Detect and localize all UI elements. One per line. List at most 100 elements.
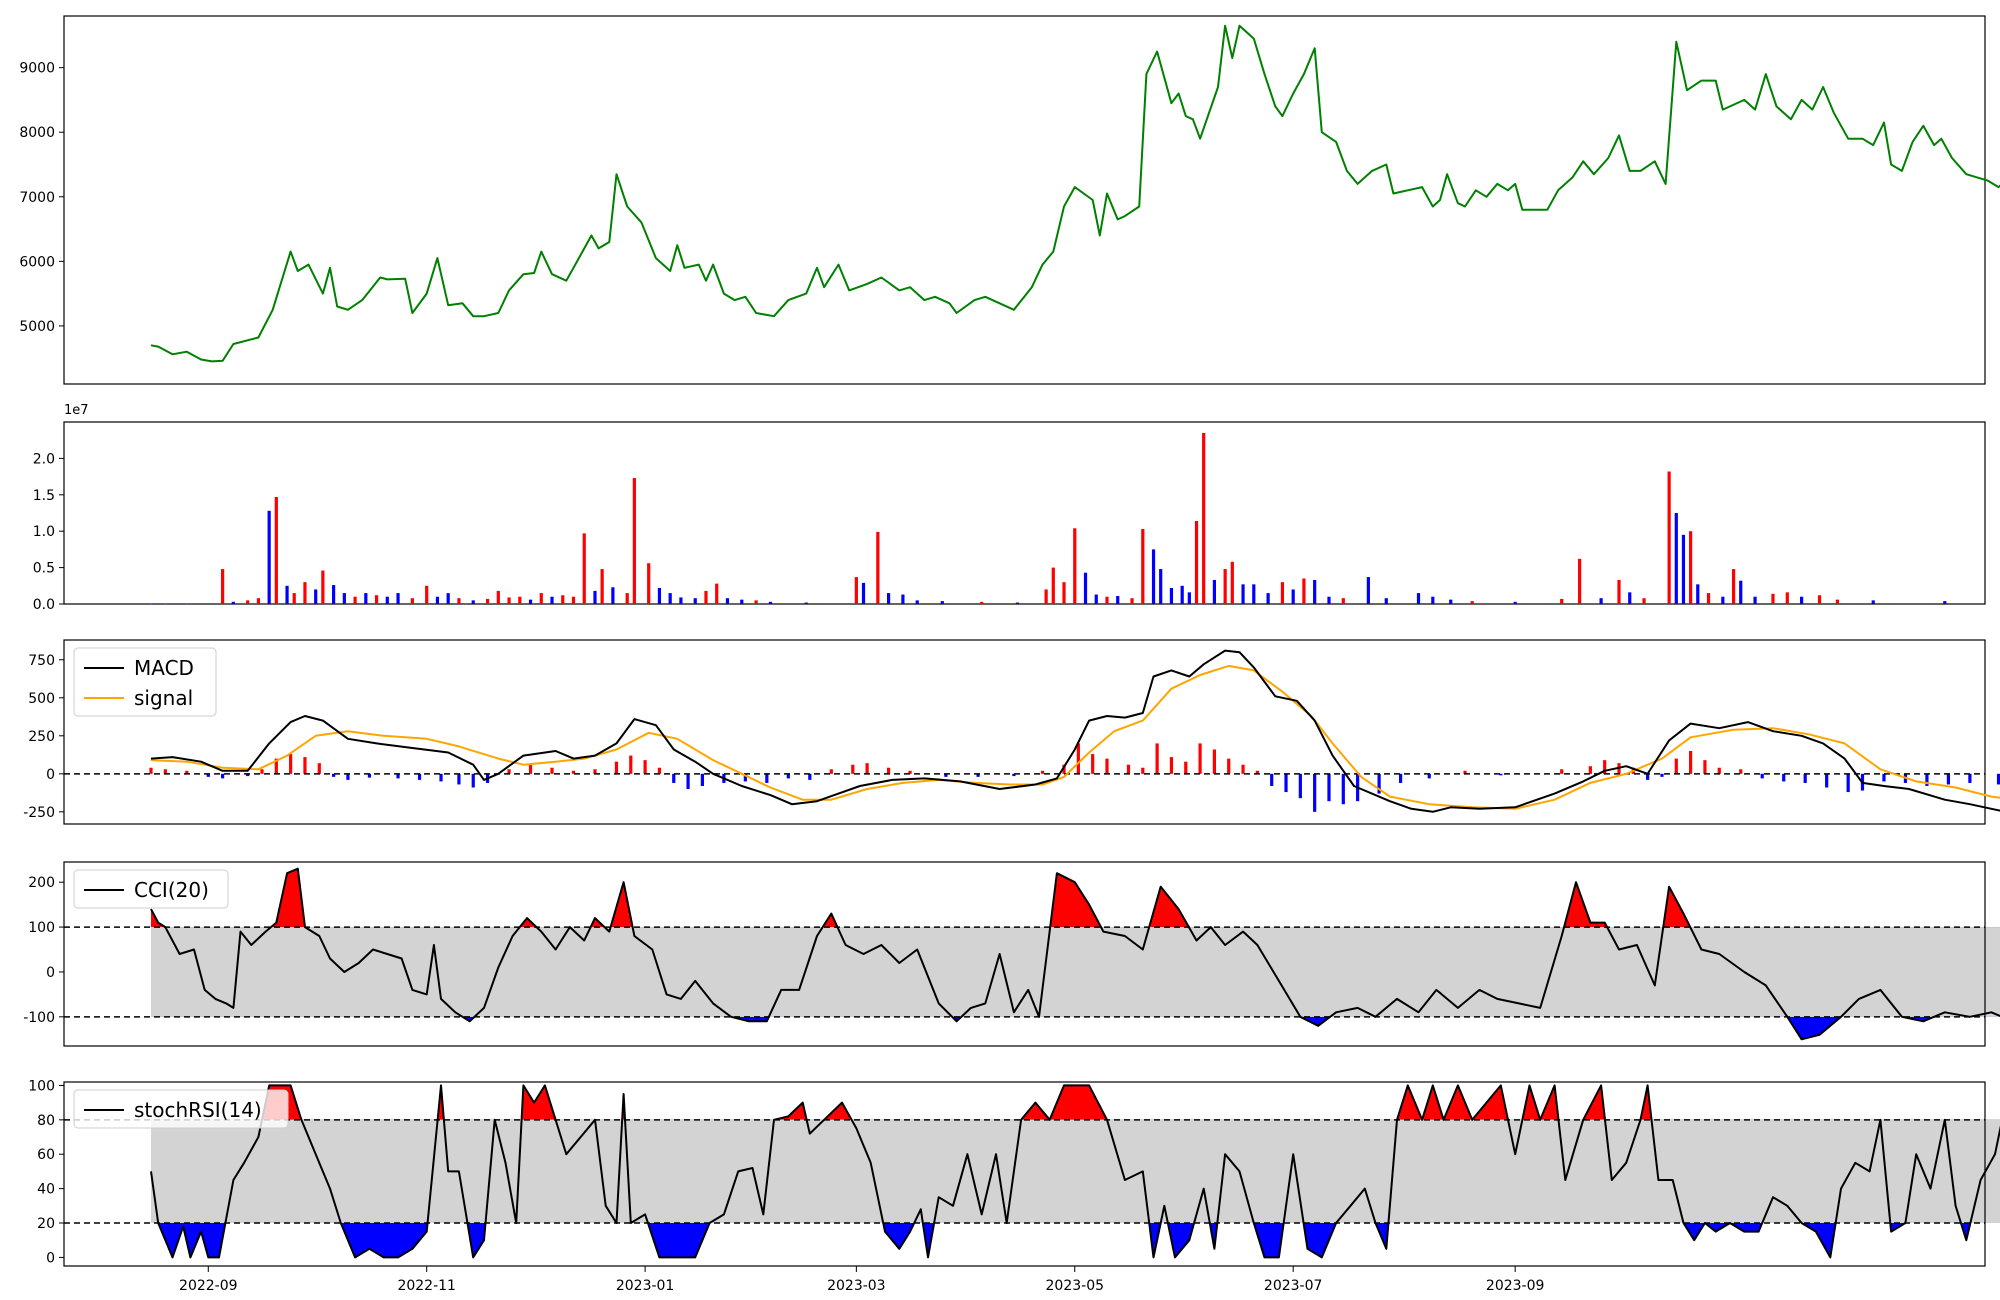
x-tick-label: 2023-05: [1046, 1278, 1105, 1294]
macd-histogram-bar: [1076, 743, 1080, 774]
panel-2-frame: [63, 639, 1986, 825]
volume-bar: [715, 583, 719, 604]
volume-bar: [457, 598, 461, 604]
macd-histogram-bar: [1925, 773, 1929, 786]
volume-bar: [410, 598, 414, 604]
volume-bar: [385, 596, 389, 604]
macd-histogram-bar: [1270, 773, 1274, 786]
volume-bar: [980, 601, 984, 604]
macd-histogram-bar: [1341, 773, 1345, 805]
panel-2-axes: -250 0 250 500 750: [23, 653, 64, 821]
signal-line: [150, 664, 2000, 810]
volume-bar: [632, 478, 636, 604]
macd-histogram-bar: [908, 770, 912, 774]
macd-histogram-bar: [1012, 773, 1016, 777]
volume-bar: [485, 598, 490, 604]
legend-label: CCI(20): [134, 878, 209, 902]
macd-histogram-bar: [317, 763, 321, 774]
macd-histogram-bar: [1739, 769, 1743, 774]
y-tick-label: 0: [46, 965, 55, 981]
x-tick-label: 2023-03: [827, 1278, 886, 1294]
macd-histogram-bar: [1155, 743, 1159, 774]
volume-bar: [582, 533, 586, 604]
cci-band: [151, 927, 2000, 1017]
macd-histogram-bar: [1825, 773, 1829, 788]
volume-bar: [1416, 593, 1421, 604]
y-tick-label: 9000: [19, 61, 55, 77]
volume-bar: [1696, 584, 1700, 604]
macd-histogram-bar: [528, 764, 533, 774]
volume-bar: [1130, 598, 1134, 604]
panel-1-axes: 0.0 0.5 1.0 1.5 2.0: [33, 451, 64, 613]
macd-histogram-bar: [246, 773, 250, 777]
macd-histogram-bar: [851, 764, 855, 774]
volume-bar: [679, 597, 683, 604]
macd-histogram-bar: [507, 769, 511, 774]
volume-bar: [1753, 596, 1757, 604]
y-tick-label: 250: [28, 729, 55, 745]
macd-histogram-bar: [1169, 757, 1174, 774]
volume-bar: [231, 601, 235, 604]
y-tick-label: 5000: [19, 319, 55, 335]
macd-histogram-bar: [1427, 773, 1431, 779]
volume-bar: [1706, 593, 1711, 604]
macd-histogram-bar: [593, 769, 597, 774]
macd-histogram-bar: [1560, 769, 1564, 774]
y-tick-label: 0.0: [33, 597, 55, 613]
macd-histogram-bar: [672, 773, 676, 783]
volume-bar: [804, 602, 808, 604]
volume-bar: [274, 496, 278, 604]
volume-bar: [1180, 585, 1184, 604]
macd-histogram-bar: [1499, 773, 1503, 776]
volume-bar: [861, 582, 866, 604]
macd-histogram-bar: [1398, 773, 1403, 783]
macd-histogram-bar: [149, 767, 153, 774]
macd-histogram-bar: [944, 773, 948, 777]
y-tick-label: 100: [28, 920, 55, 936]
macd-histogram-bar: [1377, 773, 1381, 794]
volume-bar: [1051, 567, 1055, 604]
volume-bar: [425, 585, 429, 604]
volume-bar: [353, 596, 357, 604]
y-tick-label: 40: [37, 1182, 55, 1198]
volume-bar: [593, 590, 597, 604]
macd-histogram-bar: [1996, 773, 2000, 785]
volume-bar: [1943, 601, 1947, 604]
y-tick-label: 0.5: [33, 561, 55, 577]
volume-bar: [668, 593, 672, 604]
macd-histogram-bar: [765, 773, 769, 783]
y-tick-label: 7000: [19, 190, 55, 206]
macd-histogram-bar: [1105, 758, 1109, 774]
x-axis: 2022-09 2022-11 2023-01 2023-03 2023-05 2023-…: [179, 1266, 1544, 1294]
macd-histogram-bar: [274, 758, 278, 774]
volume-bar: [1159, 569, 1163, 604]
macd-histogram-bar: [1327, 773, 1331, 802]
macd-histogram: [149, 743, 2000, 812]
volume-bar: [647, 563, 651, 604]
y-tick-label: 2.0: [33, 451, 55, 467]
macd-histogram-bar: [1660, 773, 1664, 777]
macd-histogram-bar: [439, 773, 443, 782]
volume-bar: [149, 603, 153, 605]
volume-bar: [1044, 589, 1048, 604]
volume-bar: [1073, 528, 1077, 604]
volume-bar: [1431, 596, 1435, 604]
macd-histogram-bar: [743, 773, 747, 782]
volume-bar: [725, 598, 730, 604]
macd-histogram-bar: [346, 773, 350, 780]
volume-bar: [1817, 595, 1822, 604]
volume-bar: [1642, 598, 1646, 604]
volume-bar: [1212, 579, 1217, 604]
macd-histogram-bar: [1463, 770, 1467, 774]
panel-3-axes: -100 0 100 200: [23, 875, 64, 1026]
volume-bar: [1015, 602, 1020, 604]
panel-0-frame: [63, 15, 1986, 385]
macd-histogram-bar: [1126, 764, 1131, 774]
volume-bar: [1202, 432, 1206, 604]
macd-histogram-bar: [829, 769, 833, 774]
volume-bar: [342, 593, 346, 604]
macd-histogram-bar: [643, 760, 647, 774]
macd-histogram-bar: [1284, 773, 1288, 793]
legend-label: stochRSI(14): [134, 1098, 262, 1122]
volume-bar: [1628, 592, 1632, 604]
